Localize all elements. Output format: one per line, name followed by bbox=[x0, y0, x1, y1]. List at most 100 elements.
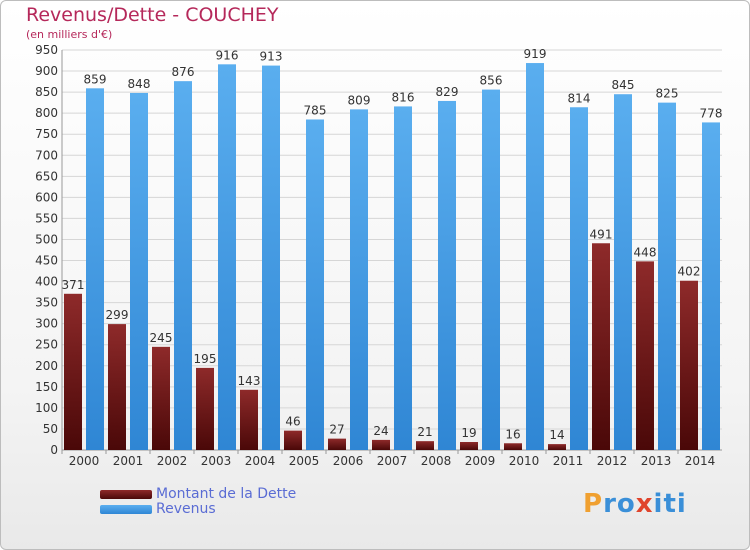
bar-debt bbox=[460, 442, 478, 450]
bar-revenus bbox=[570, 107, 588, 451]
logo-letter: t bbox=[663, 489, 677, 519]
data-label-revenus: 825 bbox=[656, 87, 679, 101]
y-tick-label: 0 bbox=[50, 443, 58, 457]
bar-debt bbox=[680, 280, 698, 450]
bar-debt bbox=[108, 324, 126, 450]
y-tick-label: 350 bbox=[35, 296, 58, 310]
bar-revenus bbox=[658, 102, 676, 450]
data-label-debt: 24 bbox=[373, 424, 388, 438]
y-tick-label: 650 bbox=[35, 169, 58, 183]
bar-revenus bbox=[394, 106, 412, 450]
data-label-debt: 27 bbox=[329, 423, 344, 437]
data-label-debt: 491 bbox=[590, 227, 613, 241]
y-tick-label: 800 bbox=[35, 106, 58, 120]
bar-debt bbox=[152, 346, 170, 450]
bar-debt bbox=[416, 441, 434, 450]
data-label-debt: 195 bbox=[194, 352, 217, 366]
legend-label-revenus: Revenus bbox=[156, 501, 216, 517]
logo-letter: o bbox=[616, 489, 636, 519]
proxiti-logo: Proxiti bbox=[583, 489, 687, 519]
bar-revenus bbox=[526, 63, 544, 450]
data-label-revenus: 816 bbox=[392, 90, 415, 104]
x-tick-label: 2012 bbox=[597, 454, 628, 468]
bar-revenus bbox=[350, 109, 368, 451]
bar-debt bbox=[636, 261, 654, 450]
y-tick-label: 400 bbox=[35, 275, 58, 289]
y-tick-label: 450 bbox=[35, 254, 58, 268]
data-label-revenus: 814 bbox=[568, 91, 591, 105]
x-axis-ticks: 2000 2001 2002 2003 2004 2005 2006 2007 2008 2009… bbox=[61, 450, 716, 468]
bar-revenus bbox=[438, 100, 456, 451]
bar-revenus bbox=[262, 65, 280, 450]
data-label-revenus: 856 bbox=[480, 74, 503, 88]
x-tick-label: 2008 bbox=[421, 454, 452, 468]
chart-title: Revenus/Dette - COUCHEY bbox=[26, 4, 279, 26]
data-label-revenus: 919 bbox=[524, 47, 547, 61]
y-tick-label: 600 bbox=[35, 190, 58, 204]
bars bbox=[64, 63, 720, 451]
bar-revenus bbox=[306, 119, 324, 450]
y-tick-label: 300 bbox=[35, 317, 58, 331]
y-tick-label: 900 bbox=[35, 64, 58, 78]
x-tick-label: 2007 bbox=[377, 454, 408, 468]
y-tick-label: 700 bbox=[35, 148, 58, 162]
x-tick-label: 2004 bbox=[245, 454, 276, 468]
x-tick-label: 2001 bbox=[113, 454, 144, 468]
data-labels: 371 859 299 848 245 876 195 916 143 913 46 785 27 809… bbox=[62, 47, 723, 442]
data-label-debt: 245 bbox=[150, 331, 173, 345]
data-label-revenus: 859 bbox=[84, 72, 107, 86]
logo-letter: P bbox=[583, 489, 604, 519]
x-tick-label: 2009 bbox=[465, 454, 496, 468]
bar-debt bbox=[372, 439, 390, 450]
bar-debt bbox=[328, 438, 346, 450]
data-label-revenus: 785 bbox=[304, 103, 327, 117]
data-label-debt: 402 bbox=[678, 265, 701, 279]
y-tick-label: 950 bbox=[35, 43, 58, 57]
logo-letter: r bbox=[603, 489, 617, 519]
data-label-revenus: 845 bbox=[612, 78, 635, 92]
bar-debt bbox=[548, 444, 566, 450]
y-axis-ticks: 0 50 100 150 200 250 300 350 400 450 500 550 600 650 7… bbox=[35, 43, 58, 457]
data-label-debt: 21 bbox=[417, 425, 432, 439]
x-tick-label: 2013 bbox=[641, 454, 672, 468]
bar-revenus bbox=[174, 81, 192, 450]
data-label-revenus: 778 bbox=[700, 106, 723, 120]
data-label-revenus: 913 bbox=[260, 50, 283, 64]
legend-item-debt: Montant de la Dette bbox=[100, 486, 296, 502]
data-label-debt: 19 bbox=[461, 426, 476, 440]
data-label-debt: 299 bbox=[106, 308, 129, 322]
x-tick-label: 2011 bbox=[553, 454, 584, 468]
logo-letter: x bbox=[635, 489, 654, 519]
bar-revenus bbox=[614, 94, 632, 451]
bar-debt bbox=[504, 443, 522, 450]
x-tick-label: 2002 bbox=[157, 454, 188, 468]
y-tick-label: 500 bbox=[35, 232, 58, 246]
y-tick-label: 100 bbox=[35, 401, 58, 415]
y-tick-label: 850 bbox=[35, 85, 58, 99]
chart-subtitle: (en milliers d'€) bbox=[26, 28, 113, 41]
y-tick-label: 150 bbox=[35, 380, 58, 394]
data-label-debt: 46 bbox=[285, 415, 300, 429]
bar-revenus bbox=[130, 92, 148, 451]
y-tick-label: 550 bbox=[35, 211, 58, 225]
legend-label-debt: Montant de la Dette bbox=[156, 486, 297, 502]
grid-lines bbox=[61, 49, 722, 451]
data-label-revenus: 829 bbox=[436, 85, 459, 99]
data-label-revenus: 848 bbox=[128, 77, 151, 91]
y-tick-label: 250 bbox=[35, 338, 58, 352]
data-label-debt: 448 bbox=[634, 245, 657, 259]
bar-revenus bbox=[86, 88, 104, 450]
x-tick-label: 2000 bbox=[69, 454, 100, 468]
x-tick-label: 2005 bbox=[289, 454, 320, 468]
y-tick-label: 200 bbox=[35, 359, 58, 373]
data-label-debt: 371 bbox=[62, 278, 85, 292]
x-tick-label: 2003 bbox=[201, 454, 232, 468]
x-tick-label: 2014 bbox=[685, 454, 716, 468]
data-label-debt: 143 bbox=[238, 374, 261, 388]
legend-swatch-revenus bbox=[100, 504, 152, 514]
bar-debt bbox=[240, 389, 258, 450]
legend-item-revenus: Revenus bbox=[100, 501, 216, 517]
x-tick-label: 2010 bbox=[509, 454, 540, 468]
bar-debt bbox=[196, 367, 214, 450]
